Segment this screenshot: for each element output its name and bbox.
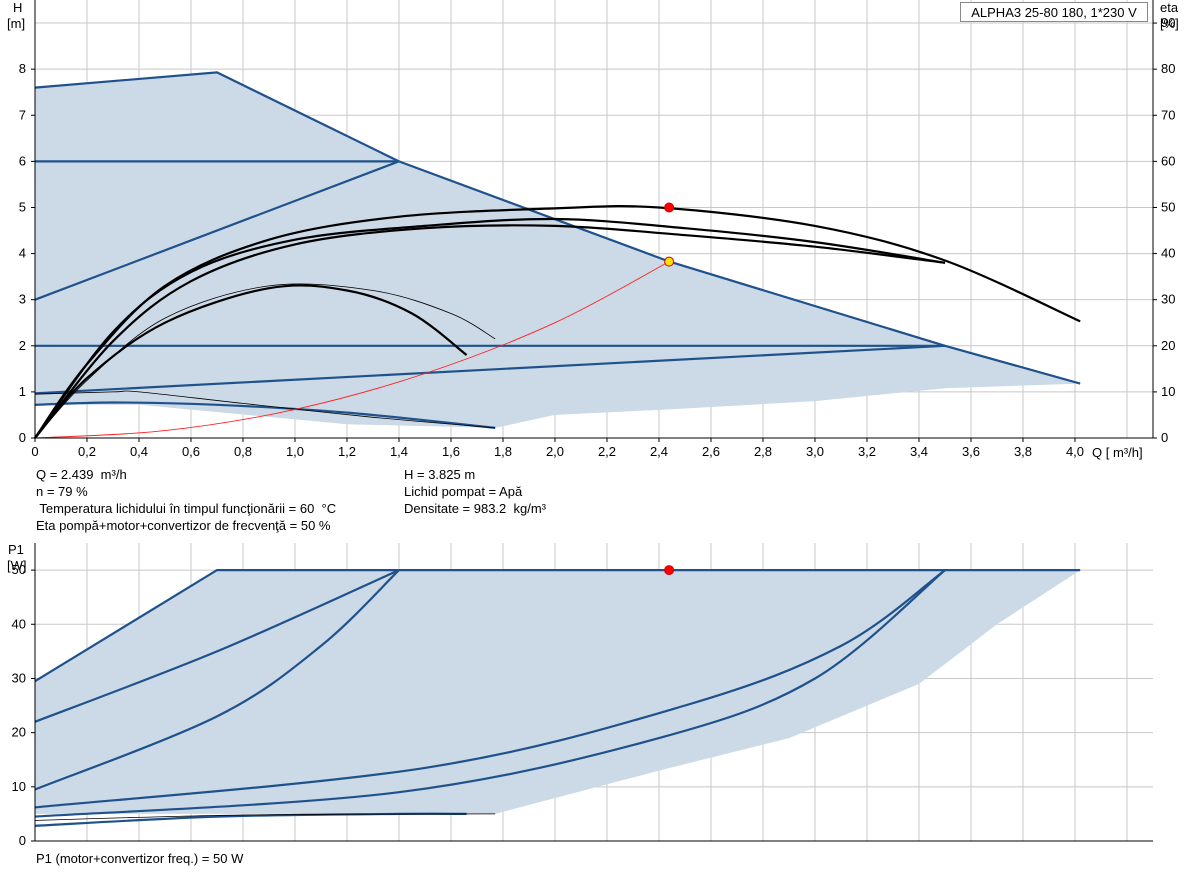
lower-axes: 0 10 20 30 40 50	[12, 543, 1153, 848]
series-control-top-0	[34, 71, 1081, 385]
x-tick-label: 3,4	[910, 444, 928, 459]
x-tick-label: 0	[31, 444, 38, 459]
y-tick-label: 5	[19, 199, 26, 214]
y-tick-label: 4	[19, 246, 26, 261]
x-tick-label: 0,2	[78, 444, 96, 459]
y-tick-label: 3	[19, 292, 26, 307]
x-tick-label: 1,6	[442, 444, 460, 459]
info-power: P1 (motor+convertizor freq.) = 50 W	[36, 851, 244, 866]
series-control-2	[34, 569, 400, 791]
y-tick-label: 1	[19, 384, 26, 399]
info-efficiency: Eta pompă+motor+convertizor de frecvenţă…	[36, 518, 331, 533]
series-control-5	[34, 812, 467, 827]
series-control-top-0	[34, 569, 1081, 683]
y-tick-label: 40	[12, 616, 26, 631]
info-speed: n = 79 %	[36, 484, 88, 499]
series-head-thin-11	[34, 390, 496, 429]
y-tick-label: 6	[19, 153, 26, 168]
x-tick-label: 2,8	[754, 444, 772, 459]
info-flow: Q = 2.439 m³/h	[36, 467, 127, 482]
y-tick-label: 0	[19, 430, 26, 445]
y2-tick-label: 60	[1161, 153, 1175, 168]
series-control-1	[34, 569, 400, 723]
operating-envelope	[35, 570, 1081, 814]
y-tick-label: 8	[19, 61, 26, 76]
y2-tick-label: 50	[1161, 199, 1175, 214]
y2-tick-label: 30	[1161, 292, 1175, 307]
upper-yunit: [m]	[7, 16, 25, 31]
x-tick-label: 2,6	[702, 444, 720, 459]
chart-legend: ALPHA3 25-80 180, 1*230 V	[960, 2, 1148, 22]
x-tick-label: 1,0	[286, 444, 304, 459]
lower-ylabel: P1	[8, 542, 24, 557]
series-head-7	[34, 224, 946, 439]
x-tick-label: 1,4	[390, 444, 408, 459]
series-control-5	[34, 401, 496, 429]
marker-point-0	[664, 256, 675, 267]
info-head: H = 3.825 m	[404, 467, 476, 482]
x-tick-label: 0,4	[130, 444, 148, 459]
upper-envelope-area	[35, 72, 1081, 428]
x-tick-label: 0,8	[234, 444, 252, 459]
y2-tick-label: 10	[1161, 384, 1175, 399]
series-system-12	[34, 261, 670, 439]
x-tick-label: 3,0	[806, 444, 824, 459]
y-tick-label: 50	[12, 562, 26, 577]
y2-tick-label: 90	[1161, 15, 1175, 30]
x-tick-label: 3,8	[1014, 444, 1032, 459]
upper-y2unit: [%]	[1160, 16, 1179, 31]
x-tick-label: 2,2	[598, 444, 616, 459]
series-head-9	[34, 284, 468, 439]
y2-tick-label: 40	[1161, 246, 1175, 261]
x-tick-label: 4,0	[1066, 444, 1084, 459]
x-tick-label: 1,8	[494, 444, 512, 459]
lower-envelope-area	[35, 570, 1081, 814]
upper-series	[34, 71, 1081, 439]
series-head-thin-10	[34, 283, 496, 439]
series-control-3	[34, 569, 946, 809]
series-head-thin-6	[34, 813, 496, 821]
x-tick-label: 0,6	[182, 444, 200, 459]
operating-envelope	[35, 72, 1081, 428]
y-tick-label: 10	[12, 779, 26, 794]
lower-yunit: [W]	[7, 558, 27, 573]
y2-tick-label: 70	[1161, 107, 1175, 122]
upper-points	[664, 202, 675, 267]
info-temperature: Temperatura lichidului în timpul funcţio…	[36, 501, 337, 516]
lower-points	[664, 565, 675, 576]
x-tick-label: 3,2	[858, 444, 876, 459]
lower-series	[34, 569, 1081, 827]
info-density: Densitate = 983.2 kg/m³	[404, 501, 546, 516]
series-control-4	[34, 344, 946, 395]
x-tick-label: 3,6	[962, 444, 980, 459]
x-tick-label: 1,2	[338, 444, 356, 459]
upper-xlabel: Q [ m³/h]	[1092, 445, 1143, 460]
info-liquid: Lichid pompat = Apă	[404, 484, 523, 499]
marker-point-0	[664, 565, 675, 576]
series-head-8	[34, 217, 946, 439]
y-tick-label: 20	[12, 725, 26, 740]
y2-tick-label: 80	[1161, 61, 1175, 76]
y-tick-label: 0	[19, 833, 26, 848]
series-control-4	[34, 569, 946, 818]
upper-y2label: eta	[1160, 0, 1179, 15]
y-tick-label: 30	[12, 670, 26, 685]
y2-tick-label: 20	[1161, 338, 1175, 353]
series-control-2	[34, 160, 400, 301]
x-tick-label: 2,4	[650, 444, 668, 459]
upper-ylabel: H	[13, 0, 22, 15]
x-tick-label: 2,0	[546, 444, 564, 459]
y-tick-label: 2	[19, 338, 26, 353]
marker-point-1	[664, 202, 675, 213]
y-tick-label: 7	[19, 107, 26, 122]
y2-tick-label: 0	[1161, 430, 1168, 445]
